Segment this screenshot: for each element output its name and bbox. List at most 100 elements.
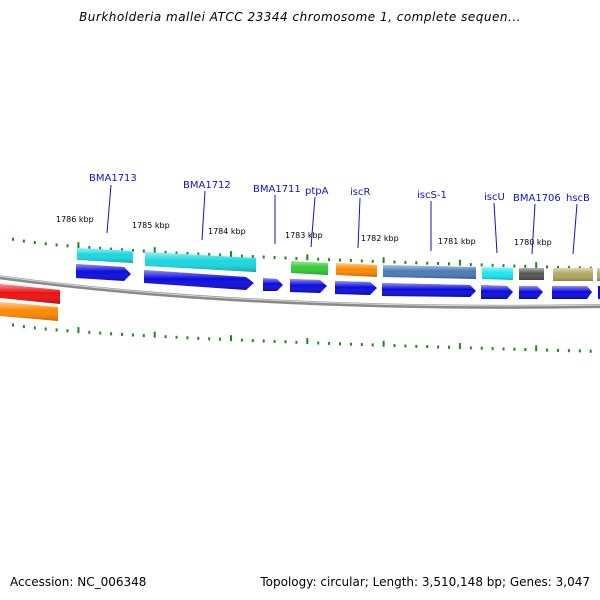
tick-mark [77,242,80,249]
tick-mark [230,335,232,342]
feature-bar-shading [482,267,513,280]
tick-mark [88,330,91,334]
tick-mark [306,338,309,345]
tick-mark [284,256,287,260]
tick-mark [371,259,374,263]
tick-mark [219,337,222,341]
tick-mark [208,253,211,256]
tick-mark [175,335,178,339]
gene-label-bma1706[interactable]: BMA1706 [513,193,561,204]
tick-mark [448,345,450,349]
tick-mark [273,256,276,259]
tick-mark [88,246,91,249]
tick-mark [66,329,69,333]
tick-mark [567,349,570,353]
tick-mark [404,344,407,348]
tick-mark [153,331,156,338]
tick-mark [469,263,472,267]
tick-mark [55,328,58,332]
tick-mark [328,258,331,262]
gene-labels: BMA1713 BMA1712 BMA1711 ptpA iscR iscS-1… [89,173,590,204]
tick-mark [317,257,320,261]
tick-mark [284,340,287,344]
gene-leader-lines [106,184,578,255]
tick-mark [546,265,549,269]
gene-label-ptpa[interactable]: ptpA [305,186,329,197]
tick-mark [578,349,581,353]
tick-mark [219,253,222,257]
tick-mark [240,254,243,258]
tick-mark [458,343,461,350]
tick-mark [12,237,14,241]
tick-mark [339,258,341,262]
tick-mark [513,347,516,351]
tick-mark [371,343,374,347]
gene-label-bma1712[interactable]: BMA1712 [183,180,231,191]
kbp-scale-labels: 1786 kbp 1785 kbp 1784 kbp 1783 kbp 1782… [56,215,552,247]
tick-mark [164,335,167,339]
tick-mark [22,239,25,243]
tick-mark [142,334,145,338]
gene-label-hscb[interactable]: hscB [566,193,590,204]
tick-mark [437,262,440,265]
feature-bar-shading [519,268,544,280]
feature-bar-shading [597,268,600,281]
tick-mark [44,327,47,331]
tick-mark [99,331,102,335]
tick-mark [197,252,200,256]
tick-mark [393,260,396,264]
tick-mark [491,263,494,267]
cds-shading [76,264,592,299]
top-tick-row [12,237,592,270]
tick-mark [546,348,549,352]
kbp-label: 1786 kbp [56,215,94,224]
tick-mark [589,349,592,353]
gene-label-iscs-1[interactable]: iscS-1 [417,190,447,201]
gene-label-bma1711[interactable]: BMA1711 [253,184,301,195]
tick-mark [262,255,265,259]
tick-mark [535,262,538,269]
tick-mark [426,261,429,265]
tick-mark [131,333,134,337]
tick-mark [578,266,581,270]
tick-mark [349,342,352,346]
kbp-label: 1783 kbp [285,231,323,240]
kbp-label: 1785 kbp [132,221,170,230]
tick-mark [186,336,189,340]
tick-mark [121,248,123,252]
tick-mark [404,260,407,264]
kbp-label: 1782 kbp [361,234,399,243]
gene-label-bma1713[interactable]: BMA1713 [89,173,137,184]
tick-mark [262,339,265,343]
tick-mark [360,343,363,346]
gene-label-iscu[interactable]: iscU [484,192,505,203]
tick-mark [121,332,123,336]
tick-mark [142,249,145,253]
tick-mark [110,332,113,336]
tick-mark [230,251,232,258]
tick-mark [524,348,527,351]
kbp-label: 1781 kbp [438,237,476,246]
tick-mark [437,345,440,349]
bottom-tick-row [12,323,592,353]
tick-mark [22,325,25,329]
tick-mark [502,347,505,351]
tick-mark [349,259,352,262]
tick-mark [208,337,211,341]
tick-mark [317,341,320,345]
feature-bar-shading [291,261,328,275]
tick-mark [197,336,200,340]
tick-mark [186,252,189,255]
tick-mark [66,244,69,248]
tick-mark [382,257,385,264]
kbp-label: 1784 kbp [208,227,246,236]
tick-mark [77,327,80,334]
tick-mark [415,344,418,348]
partial-feature-shading [0,302,58,321]
page-title: Burkholderia mallei ATCC 23344 chromosom… [79,10,521,24]
tick-mark [251,255,254,258]
tick-mark [164,250,167,254]
gene-label-iscr[interactable]: iscR [350,187,370,198]
tick-mark [458,259,461,266]
